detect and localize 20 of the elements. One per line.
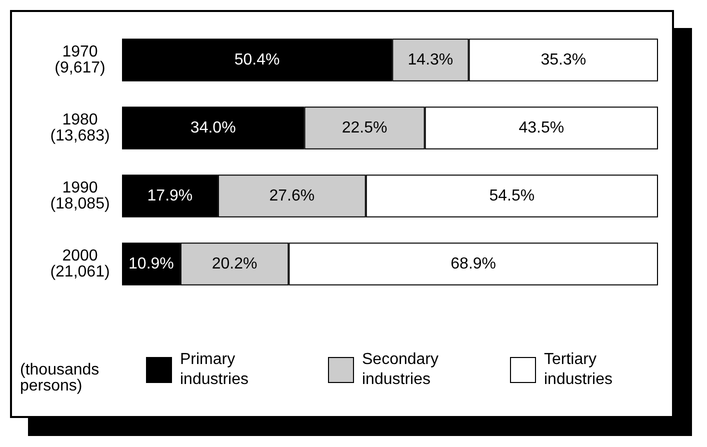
- y-tick-label: 1980 (13,683): [50, 112, 110, 144]
- data-label: 35.3%: [540, 52, 586, 68]
- data-label: 17.9%: [147, 188, 193, 204]
- data-label: 10.9%: [128, 256, 174, 272]
- legend-label: Tertiary industries: [544, 350, 614, 390]
- legend-label: Secondary industries: [362, 350, 440, 390]
- y-tick-label: 1990 (18,085): [50, 180, 110, 212]
- text: (thousands persons): [20, 362, 100, 394]
- data-label: 50.4%: [234, 52, 280, 68]
- data-label: 27.6%: [269, 188, 315, 204]
- data-label: 22.5%: [342, 120, 388, 136]
- legend-label: Primary industries: [180, 350, 250, 390]
- y-tick-label: 2000 (21,061): [50, 248, 110, 280]
- data-label: 34.0%: [190, 120, 236, 136]
- data-label: 54.5%: [489, 188, 535, 204]
- data-label: 20.2%: [212, 256, 258, 272]
- data-label: 14.3%: [408, 52, 454, 68]
- y-tick-label: 1970 (9,617): [54, 44, 106, 76]
- data-label: 68.9%: [450, 256, 496, 272]
- data-label: 43.5%: [518, 120, 564, 136]
